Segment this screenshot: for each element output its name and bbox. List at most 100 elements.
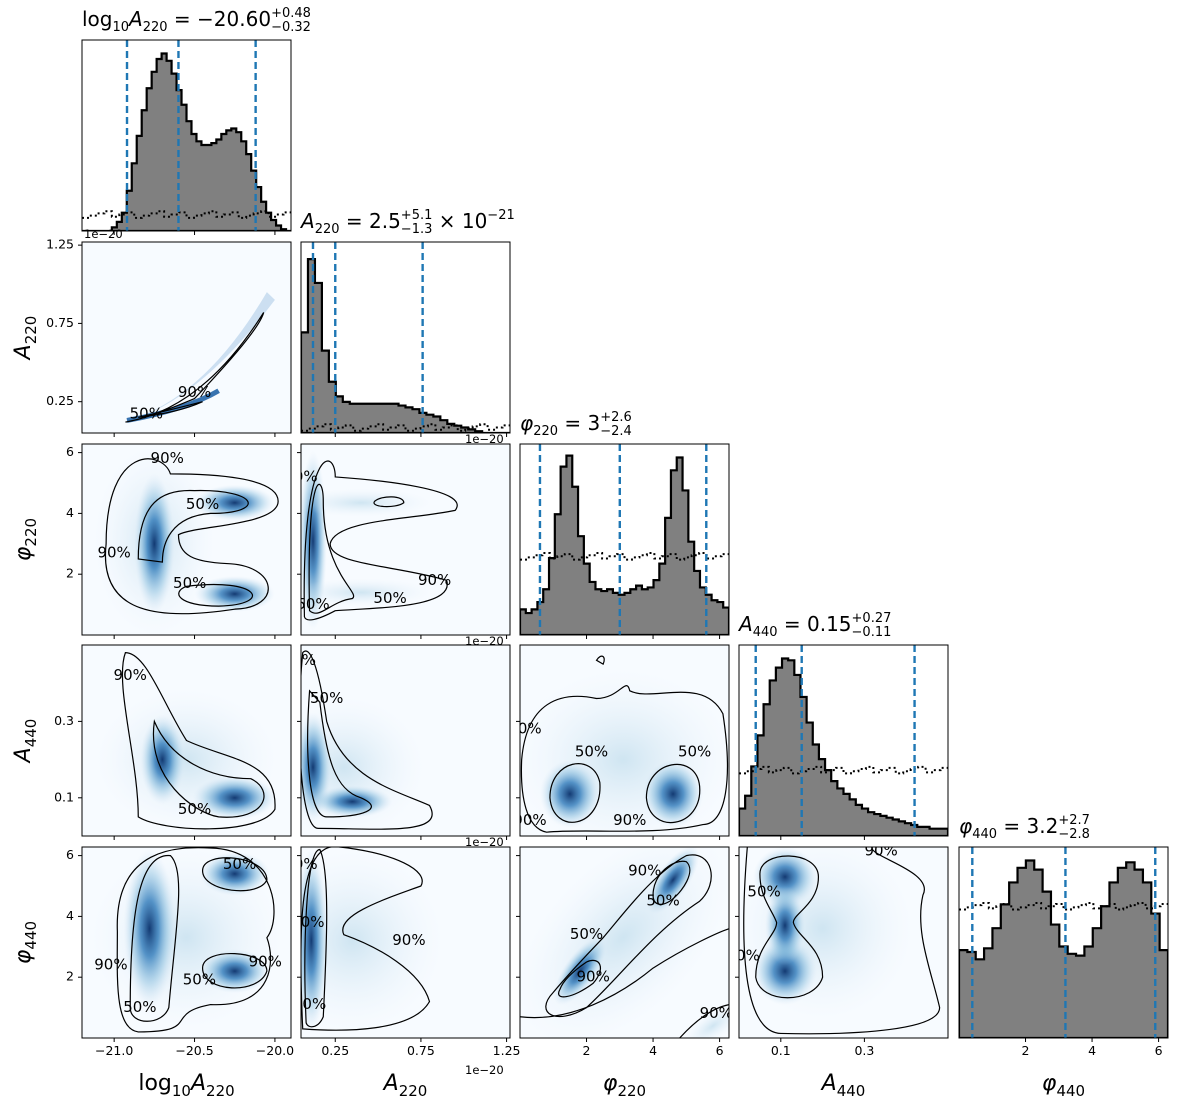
contour-label: 50% xyxy=(123,998,156,1016)
prior-histogram-A220 xyxy=(301,423,510,432)
density-panel-A440-vs-A220 xyxy=(301,645,510,836)
contour-90 xyxy=(121,652,276,830)
contour-label: 90% xyxy=(392,931,425,949)
density-peak-left xyxy=(539,759,600,828)
contour-50-lower xyxy=(558,959,602,998)
contour-label: 50% xyxy=(293,995,326,1013)
density-arm-upper xyxy=(301,488,431,517)
density-panel-A440-vs-logA220 xyxy=(82,645,291,836)
contour-90-outer xyxy=(520,928,729,1019)
contour-label: 50% xyxy=(223,855,256,873)
offset-label-A220-1: 1e−20 xyxy=(465,432,504,446)
contour-label: 90% xyxy=(94,956,127,974)
density-panel-A220-vs-logA220 xyxy=(82,242,291,433)
title-phi220: φ220 = 3+2.6 −2.4 xyxy=(520,410,632,439)
density-peak xyxy=(192,775,277,820)
contour-label: 90% xyxy=(249,953,282,971)
offset-label-row1: 1e−20 xyxy=(84,227,123,241)
panel-frame-2-0 xyxy=(81,443,292,636)
panel-frame-3-3 xyxy=(738,644,949,837)
contour-50 xyxy=(307,689,372,818)
contour-50-lower xyxy=(178,583,253,607)
contour-50-island xyxy=(373,496,405,508)
y-axis-label-phi440: φ440 xyxy=(11,921,40,964)
contour-90 xyxy=(545,854,712,1017)
contour-label: 50% xyxy=(575,742,608,760)
offset-label-A220-3: 1e−20 xyxy=(465,835,504,849)
contour-label: 90% xyxy=(284,467,317,485)
contour-label: 50% xyxy=(310,689,343,707)
contour-label: 50% xyxy=(570,925,603,943)
x-tick-label-A440: 0.3 xyxy=(854,1043,874,1058)
panel-frame-4-2 xyxy=(519,846,730,1039)
density-peak-lower xyxy=(194,575,275,612)
contour-label: 50% xyxy=(173,574,206,592)
contour-label: 90% xyxy=(628,861,661,879)
contour-90 xyxy=(303,460,458,621)
panel-frame-4-3 xyxy=(738,846,949,1039)
contour-label: 90% xyxy=(283,651,316,669)
y-tick-label-phi440: 6 xyxy=(66,847,74,862)
density-peak-lower xyxy=(553,937,607,1006)
contour-50-left xyxy=(549,763,601,823)
y-tick-label-phi220: 4 xyxy=(66,505,74,520)
density-peak-right xyxy=(643,759,704,828)
x-offset-label-A220: 1e−20 xyxy=(465,1063,504,1077)
density-panel-phi220-vs-A220 xyxy=(301,444,510,635)
posterior-histogram-A440 xyxy=(739,657,948,836)
x-tick-label-phi440: 2 xyxy=(1022,1043,1030,1058)
x-tick-label-phi440: 4 xyxy=(1088,1043,1096,1058)
contour-label: 50% xyxy=(646,892,679,910)
contour-labels-2-0: 90% 50% 90% 50% xyxy=(97,449,219,592)
title-phi440: φ440 = 3.2+2.7 −2.8 xyxy=(959,813,1090,842)
offset-label-A220-2: 1e−20 xyxy=(465,634,504,648)
density-peak-lower xyxy=(199,949,270,994)
contour-label: 50% xyxy=(296,595,329,613)
contour-50-lower xyxy=(201,952,268,989)
contour-label: 90% xyxy=(864,842,897,860)
contour-label: 50% xyxy=(186,495,219,513)
x-tick-label-A220: 0.75 xyxy=(407,1043,435,1058)
y-axis-label-phi220: φ220 xyxy=(11,518,40,561)
density-peak-upper xyxy=(646,847,700,914)
contour-90 xyxy=(301,650,433,830)
contour-90 xyxy=(301,847,431,1031)
density-ridge xyxy=(123,848,176,1009)
contour-label: 90% xyxy=(178,383,211,401)
title-logA220: log10A220 = −20.60+0.48 −0.32 xyxy=(82,6,311,35)
contour-50-right xyxy=(645,763,701,824)
density-panel-phi440-vs-A220 xyxy=(301,847,510,1038)
density-panel-A440-vs-phi220 xyxy=(520,645,729,836)
contour-50-upper xyxy=(137,489,249,563)
density-arm-lower xyxy=(301,578,431,607)
contour-label: 50% xyxy=(183,971,216,989)
contour-90 xyxy=(104,458,279,615)
y-tick-label-A440: 0.3 xyxy=(54,713,74,728)
contour-labels-3-1: 90% 50% xyxy=(283,651,343,707)
title-A220: A220 = 2.5+5.1 −1.3 × 10−21 xyxy=(299,208,515,237)
histogram-phi440 xyxy=(959,847,1168,1038)
contour-labels-4-2: 90% 50% 50% 90% 90% xyxy=(570,861,733,1022)
prior-histogram-phi440 xyxy=(959,901,1168,911)
posterior-histogram-A220 xyxy=(301,258,510,433)
contour-label: 90% xyxy=(700,1004,733,1022)
y-axis-label-A440: A440 xyxy=(11,719,40,765)
contour-labels-2-1: 90% 90% 50% 50% xyxy=(284,467,451,613)
y-tick-label-A220: 0.75 xyxy=(46,315,74,330)
panel-frame-2-2 xyxy=(519,443,730,636)
contour-label: 90% xyxy=(151,449,184,467)
histogram-phi220 xyxy=(520,444,729,635)
title-A440: A440 = 0.15+0.27 −0.11 xyxy=(737,611,891,640)
panel-frame-0-0 xyxy=(81,39,292,232)
prior-histogram-A440 xyxy=(739,765,948,775)
density-background xyxy=(82,242,291,433)
x-axis-label-phi440: φ440 xyxy=(1042,1071,1085,1100)
y-tick-label-phi440: 4 xyxy=(66,908,74,923)
contour-labels-4-1: 90% 90% 90% 50% xyxy=(293,855,426,1013)
panel-frame-4-1 xyxy=(300,846,511,1039)
panel-frame-2-1 xyxy=(300,443,511,636)
density-arm xyxy=(312,785,393,818)
contour-label: 50% xyxy=(678,742,711,760)
contour-label: 90% xyxy=(577,968,610,986)
x-axis-label-phi220: φ220 xyxy=(603,1071,646,1100)
